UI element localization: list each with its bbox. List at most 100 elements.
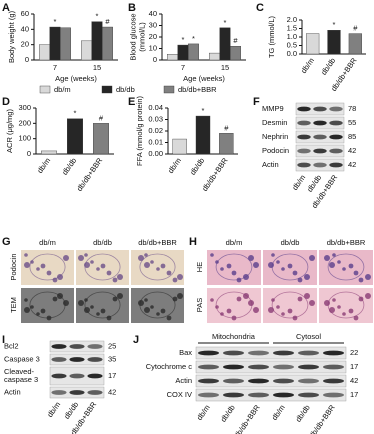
cell-nucleus (253, 307, 259, 313)
significance-mark: * (96, 12, 99, 21)
blot-band (198, 392, 219, 398)
bar (92, 123, 109, 155)
panel-letter: G (2, 236, 11, 248)
cell-nucleus (304, 293, 310, 299)
cell-nucleus (46, 270, 52, 276)
cell-nucleus (287, 263, 293, 269)
y-tick-label: 0.0 (287, 49, 297, 58)
cell-nucleus (332, 298, 336, 302)
blot-band (87, 390, 103, 395)
row-label: TEM (9, 297, 18, 313)
blot-band (248, 350, 269, 356)
row-label: HE (195, 262, 204, 272)
blot-band (51, 390, 67, 395)
cell-nucleus (96, 312, 100, 316)
bar (102, 26, 113, 61)
glomerulus (84, 253, 121, 281)
cell-nucleus (332, 253, 336, 257)
row-label: Bcl2 (4, 341, 19, 350)
cell-nucleus (329, 262, 335, 268)
cell-nucleus (297, 277, 303, 283)
x-tick-label: db/db (60, 156, 78, 177)
kda-label: 55 (348, 118, 356, 127)
x-tick-label: db/db (319, 56, 337, 77)
significance-mark: * (182, 35, 185, 44)
cell-nucleus (40, 263, 46, 269)
glomerulus (84, 291, 121, 319)
x-axis-label: Age (weeks) (183, 74, 225, 83)
x-tick-label: 7 (53, 63, 57, 72)
row-label: Bax (179, 348, 192, 357)
cell-nucleus (342, 267, 346, 271)
cell-nucleus (348, 308, 354, 314)
blot-band (69, 357, 85, 362)
cell-nucleus (150, 260, 154, 264)
blot-band (323, 364, 344, 370)
kda-label: 42 (350, 376, 358, 385)
cell-nucleus (231, 270, 237, 276)
blot-band (198, 350, 219, 356)
x-tick-label: db/m (299, 56, 316, 75)
cell-nucleus (30, 305, 34, 309)
column-label: db/db+BBR (327, 238, 366, 247)
y-axis-label: Body weight (g) (7, 10, 16, 63)
x-tick-label: 7 (181, 63, 185, 72)
glomerulus (139, 253, 176, 281)
blot-band (51, 373, 67, 379)
row-label: caspase 3 (4, 375, 38, 384)
bar (230, 46, 241, 61)
legend-swatch (39, 85, 51, 94)
cell-nucleus (248, 255, 254, 261)
row-label: Podocin (9, 253, 18, 280)
cell-nucleus (112, 277, 118, 283)
cell-nucleus (337, 305, 341, 309)
cell-nucleus (57, 274, 63, 280)
kda-label: 17 (108, 371, 116, 380)
cell-nucleus (24, 262, 30, 268)
cell-nucleus (40, 308, 46, 314)
x-tick-label: 15 (93, 63, 101, 72)
y-tick-label: 60 (21, 9, 29, 18)
blot-band (329, 148, 343, 154)
y-tick-label: 0.01 (148, 137, 163, 146)
cell-nucleus (358, 296, 364, 302)
bar (81, 40, 92, 61)
blot-band (297, 134, 311, 140)
blot-band (223, 364, 244, 370)
panel-letter: I (2, 334, 5, 346)
cell-nucleus (177, 293, 183, 299)
glomerulus (271, 253, 309, 281)
bar (209, 52, 220, 61)
y-tick-label: 300 (18, 103, 31, 112)
cell-nucleus (90, 305, 94, 309)
blot-band (298, 392, 319, 398)
blot-band (297, 148, 311, 154)
cell-nucleus (236, 296, 242, 302)
bar (219, 133, 234, 155)
blot-band (69, 373, 85, 379)
cell-nucleus (353, 315, 359, 321)
significance-mark: * (54, 17, 57, 26)
lane-label: db/m (45, 400, 62, 419)
glomerulus (271, 291, 309, 319)
blot-band (313, 134, 327, 140)
cell-nucleus (144, 253, 148, 257)
significance-mark: # (105, 17, 110, 26)
cell-nucleus (287, 308, 293, 314)
significance-mark: # (353, 24, 358, 33)
blot-band (248, 364, 269, 370)
cell-nucleus (112, 296, 118, 302)
panel-letter: B (128, 2, 136, 14)
kda-label: 17 (350, 362, 358, 371)
column-label: db/m (226, 238, 243, 247)
panel-letter: E (128, 96, 135, 108)
glomerulus (327, 291, 365, 319)
cell-nucleus (226, 308, 232, 314)
blot-band (223, 350, 244, 356)
cell-nucleus (160, 263, 166, 269)
cell-nucleus (166, 270, 172, 276)
bar (327, 30, 341, 55)
y-axis-label: ACR (μg/mg) (5, 109, 14, 153)
lane-label: db/m (195, 403, 212, 422)
blot-band (298, 364, 319, 370)
